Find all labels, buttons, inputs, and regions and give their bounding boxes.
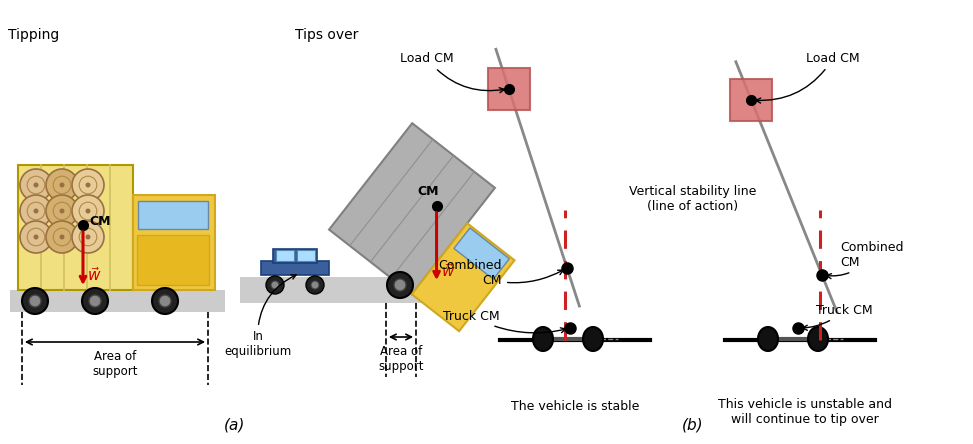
Text: Vertical stability line
(line of action): Vertical stability line (line of action)	[630, 185, 757, 213]
Text: CM: CM	[417, 185, 440, 198]
Circle shape	[86, 234, 90, 239]
Bar	[240, 277, 460, 303]
Bar	[10, 290, 225, 312]
Circle shape	[152, 288, 178, 314]
Ellipse shape	[808, 327, 828, 351]
Bar	[138, 201, 208, 229]
Circle shape	[86, 209, 90, 214]
Polygon shape	[454, 228, 509, 279]
Circle shape	[159, 295, 171, 307]
Text: $\vec{w}$: $\vec{w}$	[87, 266, 101, 284]
Circle shape	[59, 182, 64, 187]
Circle shape	[306, 276, 324, 294]
Circle shape	[33, 234, 39, 239]
Circle shape	[46, 195, 78, 227]
Circle shape	[20, 169, 52, 201]
Polygon shape	[329, 123, 495, 294]
Text: CM: CM	[89, 214, 111, 227]
Circle shape	[20, 195, 52, 227]
Text: $\vec{w}$: $\vec{w}$	[441, 262, 455, 280]
Bar	[487, 67, 529, 110]
Text: Area of
support: Area of support	[92, 350, 138, 378]
Bar	[137, 235, 209, 285]
Circle shape	[59, 234, 64, 239]
Text: Combined
CM: Combined CM	[439, 259, 563, 287]
Ellipse shape	[533, 327, 553, 351]
Bar	[133, 195, 215, 290]
Circle shape	[72, 169, 104, 201]
Circle shape	[86, 182, 90, 187]
Text: Tipping: Tipping	[8, 28, 59, 42]
Text: (a): (a)	[225, 417, 246, 432]
Text: Load CM: Load CM	[756, 52, 860, 103]
Ellipse shape	[758, 327, 778, 351]
Circle shape	[33, 182, 39, 187]
Bar	[18, 165, 133, 290]
Circle shape	[72, 195, 104, 227]
Bar	[731, 79, 773, 121]
Text: Tips over: Tips over	[295, 28, 358, 42]
Circle shape	[387, 272, 413, 298]
Circle shape	[46, 169, 78, 201]
Bar	[273, 249, 317, 263]
Circle shape	[266, 276, 284, 294]
Circle shape	[46, 221, 78, 253]
Circle shape	[89, 295, 101, 307]
Text: Truck CM: Truck CM	[444, 309, 565, 333]
Circle shape	[82, 288, 108, 314]
Bar	[261, 261, 329, 275]
Text: (b): (b)	[682, 417, 703, 432]
Polygon shape	[412, 223, 515, 331]
Circle shape	[22, 288, 48, 314]
Circle shape	[271, 281, 279, 289]
Ellipse shape	[583, 327, 603, 351]
Text: Area of
support: Area of support	[378, 345, 424, 373]
Circle shape	[29, 295, 41, 307]
Circle shape	[311, 281, 319, 289]
Text: Load CM: Load CM	[400, 52, 504, 93]
Text: The vehicle is stable: The vehicle is stable	[511, 400, 639, 413]
Bar	[297, 250, 315, 261]
Circle shape	[72, 221, 104, 253]
Bar	[276, 250, 294, 261]
Circle shape	[394, 279, 406, 291]
Circle shape	[59, 209, 64, 214]
Circle shape	[33, 209, 39, 214]
Text: This vehicle is unstable and
will continue to tip over: This vehicle is unstable and will contin…	[718, 398, 892, 426]
Text: Truck CM: Truck CM	[803, 304, 873, 330]
Circle shape	[20, 221, 52, 253]
Text: Combined
CM: Combined CM	[826, 241, 904, 279]
Text: In
equilibrium: In equilibrium	[225, 275, 296, 358]
